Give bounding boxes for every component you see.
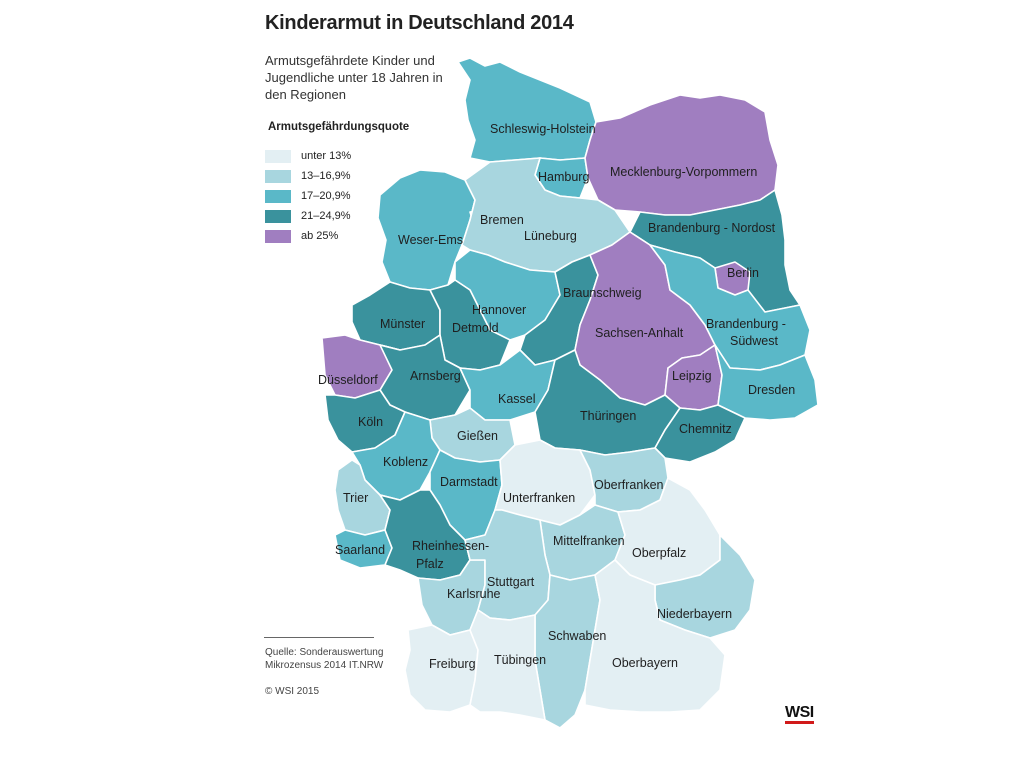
- label-brandenburg-suedwest-1: Brandenburg -: [706, 317, 786, 331]
- label-kassel: Kassel: [498, 392, 536, 406]
- legend: unter 13% 13–16,9% 17–20,9% 21–24,9% ab …: [265, 146, 351, 246]
- label-oberpfalz: Oberpfalz: [632, 546, 686, 560]
- label-braunschweig: Braunschweig: [563, 286, 642, 300]
- label-brandenburg-nordost: Brandenburg - Nordost: [648, 221, 776, 235]
- region-schleswig-holstein[interactable]: [457, 57, 597, 163]
- label-stuttgart: Stuttgart: [487, 575, 535, 589]
- legend-swatch: [265, 149, 291, 163]
- legend-label: unter 13%: [301, 150, 352, 162]
- label-giessen: Gießen: [457, 429, 498, 443]
- label-hamburg: Hamburg: [538, 170, 589, 184]
- legend-swatch: [265, 169, 291, 183]
- region-chemnitz[interactable]: [654, 404, 746, 463]
- map-title: Kinderarmut in Deutschland 2014: [265, 12, 574, 34]
- legend-item: 13–16,9%: [265, 166, 351, 186]
- label-muenster: Münster: [380, 317, 425, 331]
- label-freiburg: Freiburg: [429, 657, 476, 671]
- legend-item: 17–20,9%: [265, 186, 351, 206]
- label-chemnitz: Chemnitz: [679, 422, 732, 436]
- region-oberbayern[interactable]: [584, 559, 726, 713]
- label-tuebingen: Tübingen: [494, 653, 546, 667]
- label-duesseldorf: Düsseldorf: [318, 373, 378, 387]
- legend-swatch: [265, 229, 291, 243]
- region-brandenburg-suedwest[interactable]: [649, 244, 811, 371]
- label-rheinhessen-pfalz-2: Pfalz: [416, 557, 444, 571]
- legend-label: 21–24,9%: [301, 210, 351, 222]
- source-divider: [264, 637, 374, 638]
- label-arnsberg: Arnsberg: [410, 369, 461, 383]
- label-leipzig: Leipzig: [672, 369, 712, 383]
- legend-item: unter 13%: [265, 146, 351, 166]
- label-saarland: Saarland: [335, 543, 385, 557]
- label-mecklenburg-vorpommern: Mecklenburg-Vorpommern: [610, 165, 757, 179]
- label-mittelfranken: Mittelfranken: [553, 534, 625, 548]
- legend-swatch: [265, 189, 291, 203]
- copyright: © WSI 2015: [265, 686, 320, 697]
- label-oberfranken: Oberfranken: [594, 478, 664, 492]
- wsi-logo: WSI: [785, 705, 814, 724]
- source-note: Quelle: Sonderauswertung Mikrozensus 201…: [265, 647, 384, 671]
- legend-item: ab 25%: [265, 226, 351, 246]
- label-schwaben: Schwaben: [548, 629, 606, 643]
- label-rheinhessen-pfalz-1: Rheinhessen-: [412, 539, 489, 553]
- legend-label: ab 25%: [301, 230, 339, 242]
- label-thueringen: Thüringen: [580, 409, 636, 423]
- map-subtitle: Armutsgefährdete Kinder und Jugendliche …: [265, 53, 443, 102]
- label-lueneburg: Lüneburg: [524, 229, 577, 243]
- legend-label: 17–20,9%: [301, 190, 351, 202]
- label-bremen: Bremen: [480, 213, 524, 227]
- label-koeln: Köln: [358, 415, 383, 429]
- label-schleswig-holstein: Schleswig-Holstein: [490, 122, 596, 136]
- legend-title: Armutsgefährdungsquote: [268, 121, 410, 133]
- legend-item: 21–24,9%: [265, 206, 351, 226]
- region-labels: Schleswig-Holstein Hamburg Mecklenburg-V…: [318, 122, 795, 671]
- region-tuebingen[interactable]: [469, 609, 546, 721]
- label-karlsruhe: Karlsruhe: [447, 587, 501, 601]
- region-mecklenburg-vorpommern[interactable]: [584, 94, 779, 216]
- label-hannover: Hannover: [472, 303, 526, 317]
- region-muenster[interactable]: [351, 281, 441, 351]
- label-berlin: Berlin: [727, 266, 759, 280]
- label-dresden: Dresden: [748, 383, 795, 397]
- legend-swatch: [265, 209, 291, 223]
- label-darmstadt: Darmstadt: [440, 475, 498, 489]
- label-unterfranken: Unterfranken: [503, 491, 575, 505]
- label-detmold: Detmold: [452, 321, 499, 335]
- label-oberbayern: Oberbayern: [612, 656, 678, 670]
- label-trier: Trier: [343, 491, 368, 505]
- label-weser-ems: Weser-Ems: [398, 233, 463, 247]
- label-koblenz: Koblenz: [383, 455, 428, 469]
- label-sachsen-anhalt: Sachsen-Anhalt: [595, 326, 684, 340]
- label-brandenburg-suedwest-2: Südwest: [730, 334, 778, 348]
- label-niederbayern: Niederbayern: [657, 607, 732, 621]
- legend-label: 13–16,9%: [301, 170, 351, 182]
